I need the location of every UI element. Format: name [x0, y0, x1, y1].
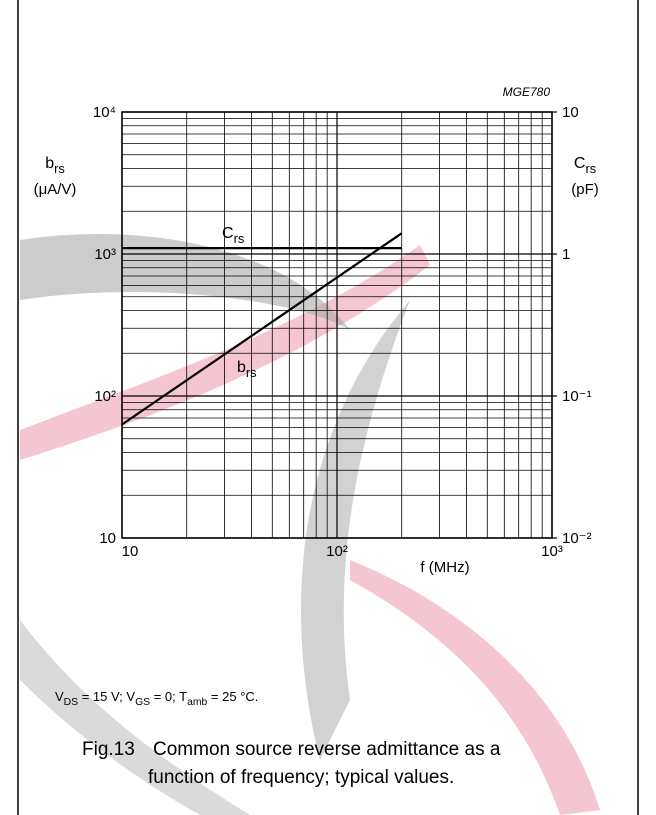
figure-code: MGE780	[503, 85, 551, 99]
subscript: rs	[234, 231, 245, 246]
text-part: b	[45, 155, 54, 172]
y2-axis-unit: (pF)	[571, 181, 599, 198]
subscript: rs	[246, 365, 257, 380]
text-part: V	[55, 689, 64, 704]
text-part: = 0; T	[150, 689, 187, 704]
chart: MGE780 (μA/V) (pF) f (MHz) Fig.13 10 10² 1…	[0, 0, 656, 815]
page: {"chart_data": { "type": "line", "code":…	[0, 0, 656, 815]
text-part: C	[222, 225, 234, 242]
y2-tick-label: 10⁻²	[562, 530, 592, 547]
subscript: DS	[64, 697, 79, 708]
y-tick-label: 10³	[94, 246, 116, 263]
x-axis-label: f (MHz)	[420, 559, 469, 576]
text-part: = 25 °C.	[207, 689, 258, 704]
y2-tick-label: 10⁻¹	[562, 388, 592, 405]
caption-line: function of frequency; typical values.	[148, 767, 454, 788]
subscript: rs	[585, 161, 596, 176]
x-tick-label: 10²	[326, 543, 348, 560]
y-axis-unit: (μA/V)	[34, 181, 77, 198]
watermark	[20, 234, 600, 815]
y-tick-label: 10	[99, 530, 116, 547]
y-tick-label: 10⁴	[93, 104, 116, 121]
y-tick-label: 10²	[94, 388, 116, 405]
text-part: = 15 V; V	[78, 689, 135, 704]
caption-number: Fig.13	[82, 739, 135, 760]
y-axis-label: brs	[45, 155, 65, 176]
y2-tick-label: 10	[562, 104, 579, 121]
text-part: C	[574, 155, 586, 172]
subscript: amb	[187, 697, 207, 708]
y2-axis-label: Crs	[574, 155, 596, 176]
x-tick-label: 10³	[541, 543, 563, 560]
subscript: rs	[54, 161, 65, 176]
x-tick-label: 10	[122, 543, 139, 560]
caption-line: Common source reverse admittance as a	[153, 739, 501, 760]
y2-tick-label: 1	[562, 246, 570, 263]
subscript: GS	[135, 697, 150, 708]
text-part: b	[237, 359, 246, 376]
series-label: Crs	[222, 225, 244, 246]
